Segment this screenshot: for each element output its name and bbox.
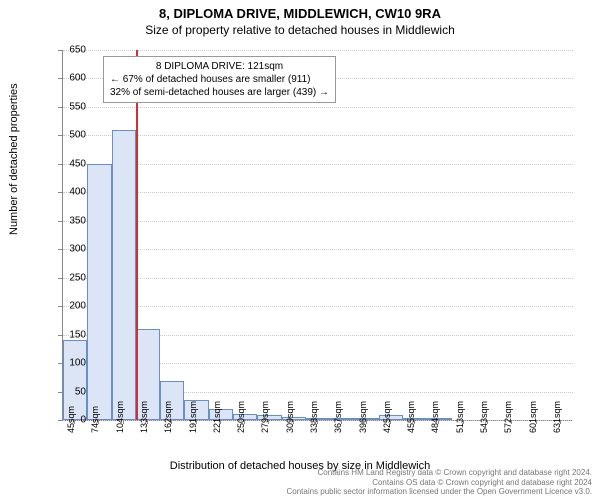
grid-line <box>63 306 573 307</box>
histogram-bar <box>87 164 111 420</box>
annotation-box: 8 DIPLOMA DRIVE: 121sqm ← 67% of detache… <box>103 56 336 103</box>
y-tick-mark <box>58 335 62 336</box>
y-axis-title: Number of detached properties <box>8 83 20 235</box>
annotation-line1: 8 DIPLOMA DRIVE: 121sqm <box>110 60 329 73</box>
y-tick-label: 100 <box>46 358 86 369</box>
marker-line <box>136 50 138 420</box>
histogram-bar <box>112 130 136 420</box>
footer-line3: Contains public sector information licen… <box>286 487 592 497</box>
y-tick-mark <box>58 420 62 421</box>
y-tick-label: 50 <box>46 386 86 397</box>
y-tick-mark <box>58 278 62 279</box>
y-tick-label: 350 <box>46 215 86 226</box>
y-tick-label: 450 <box>46 158 86 169</box>
grid-line <box>63 249 573 250</box>
grid-line <box>63 164 573 165</box>
y-tick-label: 600 <box>46 73 86 84</box>
y-tick-label: 250 <box>46 272 86 283</box>
grid-line <box>63 50 573 51</box>
footer-attribution: Contains HM Land Registry data © Crown c… <box>286 468 592 497</box>
y-tick-mark <box>58 392 62 393</box>
y-tick-mark <box>58 221 62 222</box>
grid-line <box>63 107 573 108</box>
y-tick-label: 650 <box>46 45 86 56</box>
y-tick-mark <box>58 306 62 307</box>
chart-plot-area: 8 DIPLOMA DRIVE: 121sqm ← 67% of detache… <box>62 50 573 421</box>
y-tick-mark <box>58 363 62 364</box>
footer-line1: Contains HM Land Registry data © Crown c… <box>286 468 592 478</box>
y-tick-mark <box>58 135 62 136</box>
annotation-line3: 32% of semi-detached houses are larger (… <box>110 86 329 99</box>
grid-line <box>63 221 573 222</box>
y-tick-mark <box>58 107 62 108</box>
y-tick-mark <box>58 50 62 51</box>
y-tick-mark <box>58 192 62 193</box>
y-tick-mark <box>58 249 62 250</box>
y-tick-label: 550 <box>46 101 86 112</box>
y-tick-mark <box>58 164 62 165</box>
grid-line <box>63 278 573 279</box>
y-tick-label: 300 <box>46 244 86 255</box>
footer-line2: Contains OS data © Crown copyright and d… <box>286 478 592 488</box>
grid-line <box>63 192 573 193</box>
annotation-line2: ← 67% of detached houses are smaller (91… <box>110 73 329 86</box>
grid-line <box>63 135 573 136</box>
chart-subtitle: Size of property relative to detached ho… <box>0 21 600 37</box>
chart-title: 8, DIPLOMA DRIVE, MIDDLEWICH, CW10 9RA <box>0 0 600 21</box>
y-tick-label: 200 <box>46 301 86 312</box>
y-tick-label: 400 <box>46 187 86 198</box>
y-tick-label: 500 <box>46 130 86 141</box>
y-tick-label: 150 <box>46 329 86 340</box>
y-tick-mark <box>58 78 62 79</box>
